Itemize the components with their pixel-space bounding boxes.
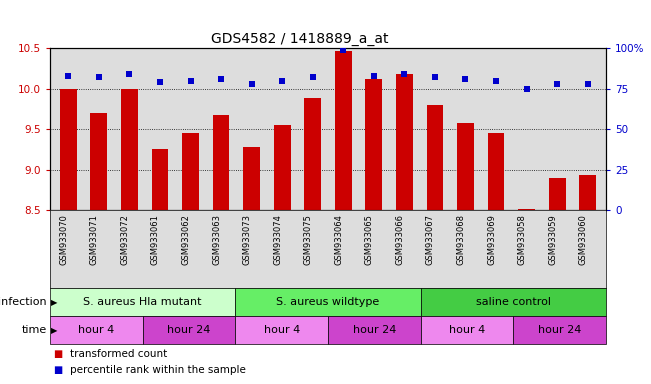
Bar: [335, 51, 352, 210]
Text: infection: infection: [0, 297, 47, 307]
Text: GSM933074: GSM933074: [273, 214, 282, 265]
Text: GSM933073: GSM933073: [243, 214, 252, 265]
Bar: [60, 89, 77, 210]
Bar: [182, 133, 199, 210]
Text: GSM933067: GSM933067: [426, 214, 435, 265]
Text: hour 24: hour 24: [167, 325, 211, 335]
Bar: [50, 316, 143, 344]
Bar: [421, 288, 606, 316]
Text: time: time: [21, 325, 47, 335]
Bar: [90, 113, 107, 210]
Text: percentile rank within the sample: percentile rank within the sample: [70, 365, 245, 375]
Bar: [152, 149, 169, 210]
Bar: [426, 105, 443, 210]
Text: hour 4: hour 4: [78, 325, 115, 335]
Bar: [304, 98, 321, 210]
Text: transformed count: transformed count: [70, 349, 167, 359]
Bar: [213, 114, 230, 210]
Text: ▶: ▶: [51, 326, 58, 335]
Bar: [579, 175, 596, 210]
Text: GSM933060: GSM933060: [579, 214, 588, 265]
Text: S. aureus Hla mutant: S. aureus Hla mutant: [83, 297, 202, 307]
Text: GSM933075: GSM933075: [304, 214, 312, 265]
Text: GSM933065: GSM933065: [365, 214, 374, 265]
Bar: [549, 178, 566, 210]
Bar: [235, 288, 421, 316]
Text: hour 24: hour 24: [538, 325, 581, 335]
Bar: [50, 288, 235, 316]
Bar: [121, 89, 138, 210]
Text: hour 4: hour 4: [264, 325, 300, 335]
Bar: [457, 124, 474, 210]
Bar: [421, 316, 514, 344]
Bar: [365, 79, 382, 210]
Text: GSM933068: GSM933068: [456, 214, 465, 265]
Bar: [243, 147, 260, 210]
Bar: [274, 125, 290, 210]
Text: GSM933063: GSM933063: [212, 214, 221, 265]
Text: GSM933064: GSM933064: [334, 214, 343, 265]
Bar: [488, 133, 505, 210]
Bar: [235, 316, 328, 344]
Text: GSM933066: GSM933066: [395, 214, 404, 265]
Text: ▶: ▶: [51, 298, 58, 307]
Text: GSM933071: GSM933071: [90, 214, 99, 265]
Text: S. aureus wildtype: S. aureus wildtype: [277, 297, 380, 307]
Text: GSM933059: GSM933059: [548, 214, 557, 265]
Text: hour 4: hour 4: [449, 325, 485, 335]
Bar: [328, 316, 421, 344]
Bar: [518, 209, 535, 210]
Text: ■: ■: [53, 349, 62, 359]
Text: saline control: saline control: [476, 297, 551, 307]
Text: GDS4582 / 1418889_a_at: GDS4582 / 1418889_a_at: [212, 32, 389, 46]
Text: GSM933072: GSM933072: [120, 214, 130, 265]
Text: GSM933061: GSM933061: [151, 214, 160, 265]
Text: GSM933062: GSM933062: [182, 214, 191, 265]
Text: hour 24: hour 24: [353, 325, 396, 335]
Text: GSM933070: GSM933070: [59, 214, 68, 265]
Text: GSM933069: GSM933069: [487, 214, 496, 265]
Text: ■: ■: [53, 365, 62, 375]
Bar: [143, 316, 235, 344]
Text: GSM933058: GSM933058: [518, 214, 527, 265]
Bar: [514, 316, 606, 344]
Bar: [396, 74, 413, 210]
